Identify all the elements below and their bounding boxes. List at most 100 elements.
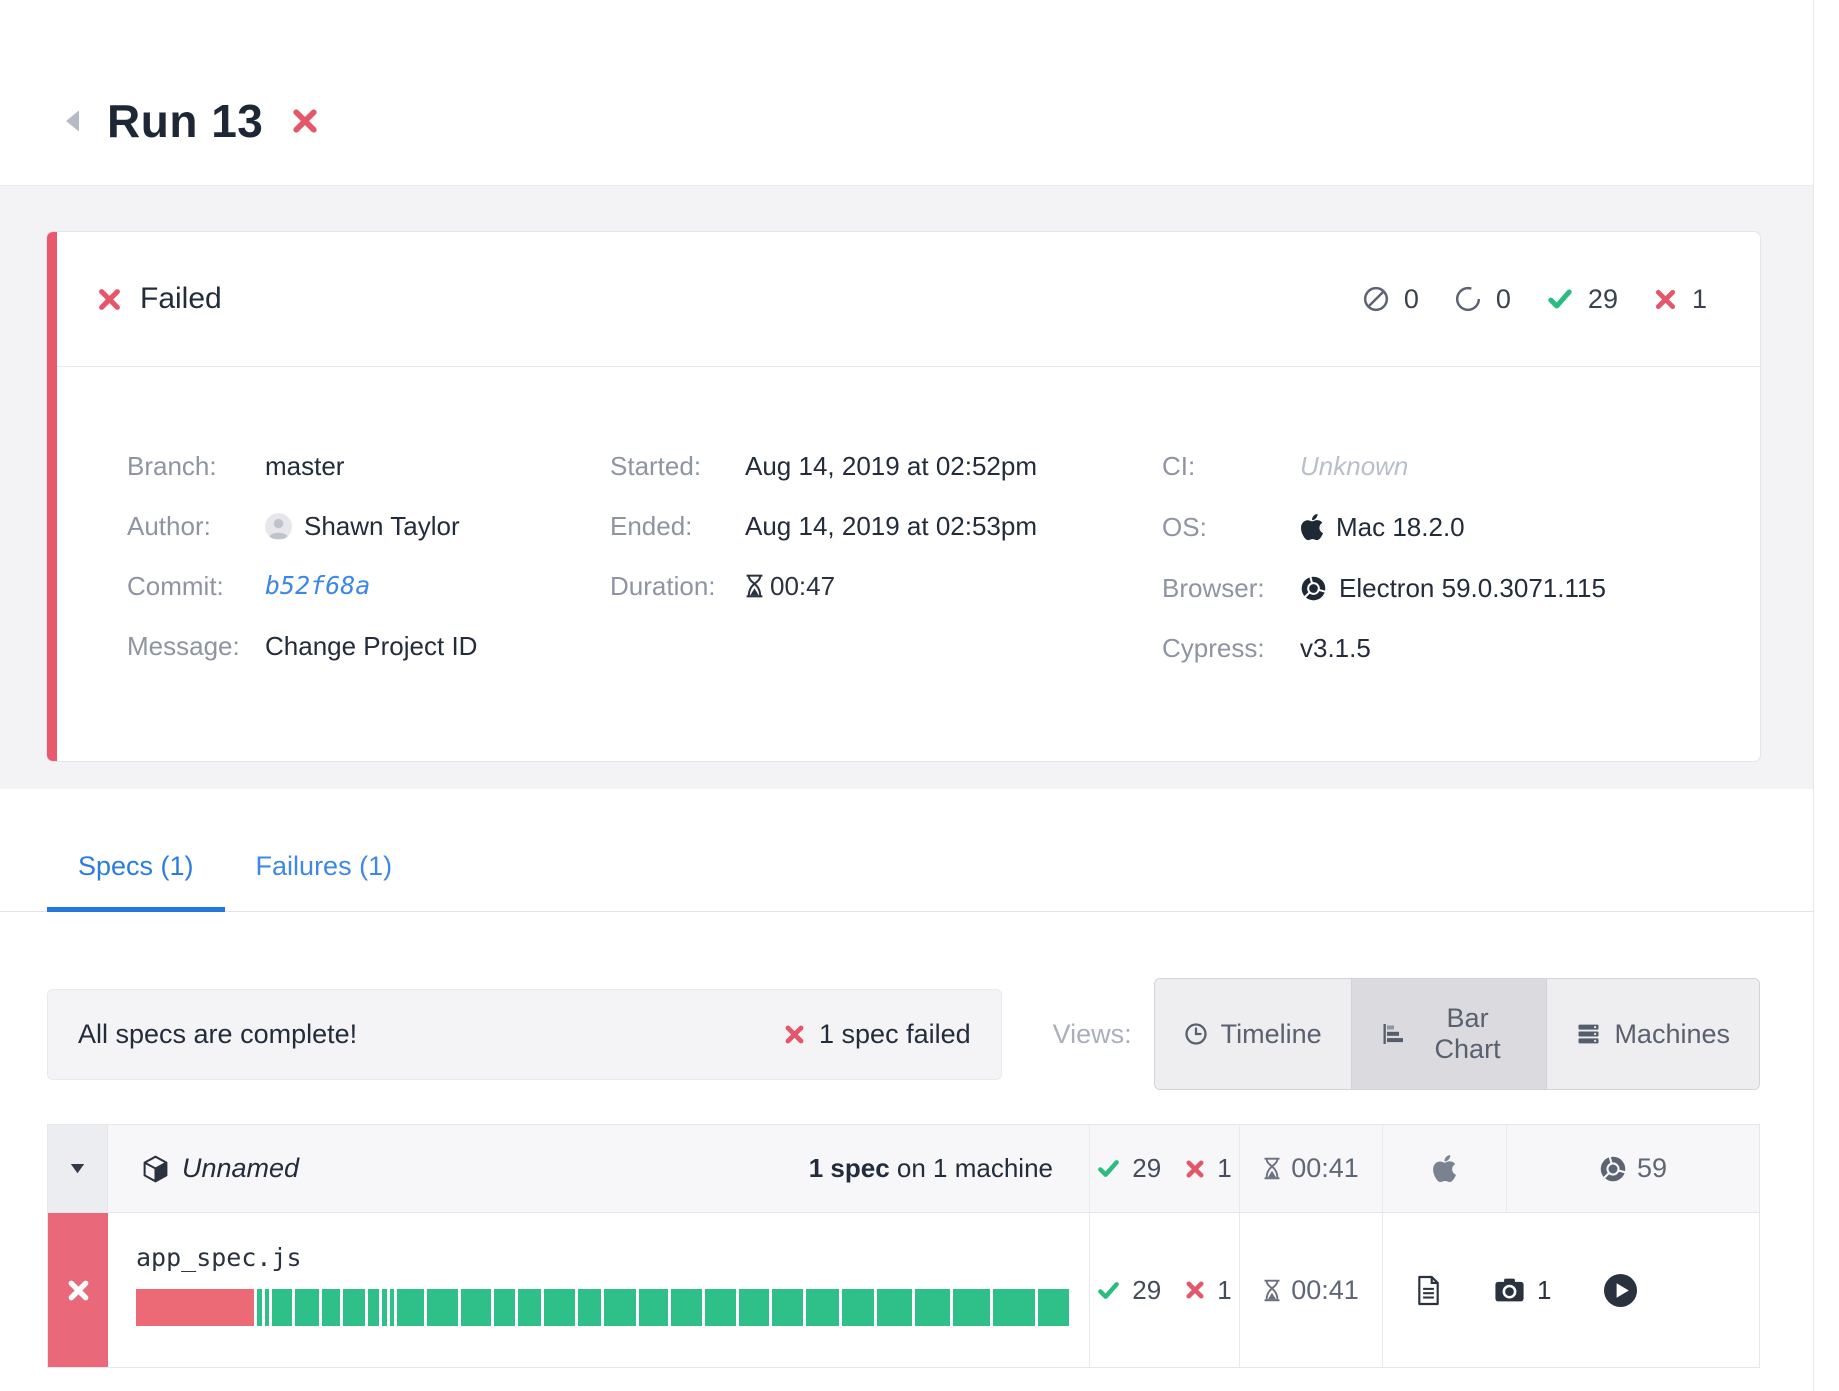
page-title: Run 13 <box>107 94 264 147</box>
progress-segment-passed <box>953 1289 991 1326</box>
progress-segment-passed <box>771 1289 803 1326</box>
machines-icon <box>1578 1024 1599 1044</box>
duration-field: Duration: 00:47 <box>610 571 836 601</box>
spec-passed: 29 <box>1097 1275 1161 1306</box>
commit-field: Commit: b52f68a <box>127 571 371 601</box>
stdout-button[interactable] <box>1415 1275 1442 1306</box>
progress-segment-passed <box>461 1289 491 1326</box>
author-avatar <box>265 512 292 540</box>
ci-field: CI: Unknown <box>1162 451 1409 481</box>
progress-segment-passed <box>842 1289 874 1326</box>
hourglass-icon <box>746 574 763 598</box>
scrollbar-gutter[interactable] <box>1813 0 1839 1391</box>
started-field: Started: Aug 14, 2019 at 02:52pm <box>610 451 1038 481</box>
progress-segment-failed <box>136 1289 254 1326</box>
check-icon <box>1098 1160 1120 1177</box>
failed-x-icon <box>99 288 120 310</box>
spec-file-name: app_spec.js <box>136 1243 302 1272</box>
run-summary-card: Failed 0 0 29 <box>47 232 1760 761</box>
screenshots-button[interactable]: 1 <box>1494 1275 1551 1306</box>
progress-segment-passed <box>381 1289 387 1326</box>
hourglass-icon <box>1264 1157 1280 1180</box>
complete-message: All specs are complete! <box>78 1018 358 1049</box>
progress-segment-passed <box>604 1289 636 1326</box>
group-passed: 29 <box>1097 1153 1161 1184</box>
back-button[interactable] <box>64 109 81 133</box>
group-failed: 1 <box>1185 1153 1232 1184</box>
chrome-icon <box>1301 575 1326 600</box>
clock-icon <box>1185 1023 1207 1045</box>
specs-toolbar: All specs are complete! 1 spec failed Vi… <box>47 978 1760 1090</box>
tab-failures[interactable]: Failures (1) <box>255 851 393 881</box>
spec-main: app_spec.js <box>108 1213 1089 1367</box>
play-icon <box>1604 1273 1638 1307</box>
group-name: Unnamed <box>182 1153 300 1183</box>
view-switcher: Timeline Bar Chart Machines <box>1153 978 1760 1090</box>
progress-segment-passed <box>493 1289 515 1326</box>
ended-field: Ended: Aug 14, 2019 at 02:53pm <box>610 511 1038 541</box>
progress-segment-passed <box>805 1289 840 1326</box>
spec-row: app_spec.js 29 1 00:41 <box>48 1213 1759 1367</box>
progress-segment-passed <box>638 1289 668 1326</box>
progress-segment-passed <box>389 1289 394 1326</box>
machines-view-button[interactable]: Machines <box>1546 979 1759 1089</box>
branch-field: Branch: master <box>127 451 345 481</box>
progress-segment-passed <box>670 1289 703 1326</box>
message-field: Message: Change Project ID <box>127 631 478 661</box>
tab-specs[interactable]: Specs (1) <box>47 851 225 912</box>
play-video-button[interactable] <box>1603 1273 1638 1308</box>
run-failed-icon <box>291 107 319 135</box>
spec-duration: 00:41 <box>1239 1213 1382 1367</box>
run-status-bar: Failed 0 0 29 <box>57 232 1760 367</box>
progress-segment-passed <box>578 1289 602 1326</box>
spec-failed-indicator <box>48 1213 108 1367</box>
stat-failed: 1 <box>1654 284 1707 315</box>
back-chevron-icon <box>66 110 79 131</box>
group-stats: 29 1 <box>1089 1125 1239 1212</box>
run-details: Branch: master Author: Shawn Taylor Comm… <box>57 367 1760 761</box>
screenshot-count: 1 <box>1537 1274 1552 1305</box>
group-duration: 00:41 <box>1239 1125 1382 1212</box>
x-icon <box>68 1280 88 1300</box>
stat-passed: 29 <box>1547 284 1618 315</box>
spec-table: Unnamed 1 spec on 1 machine 29 1 00:41 <box>47 1124 1760 1368</box>
run-status-label: Failed <box>140 282 222 315</box>
progress-segment-passed <box>544 1289 576 1326</box>
collapse-group-button[interactable] <box>48 1125 108 1212</box>
progress-segment-passed <box>322 1289 340 1326</box>
progress-segment-passed <box>295 1289 320 1326</box>
progress-segment-passed <box>342 1289 365 1326</box>
progress-segment-passed <box>272 1289 293 1326</box>
progress-segment-passed <box>993 1289 1035 1326</box>
apple-icon <box>1300 513 1324 541</box>
timeline-view-button[interactable]: Timeline <box>1154 979 1351 1089</box>
caret-down-icon <box>70 1164 85 1174</box>
page-header: Run 13 <box>0 0 1839 186</box>
spec-failed-note: 1 spec failed <box>784 1019 971 1050</box>
bar-chart-icon <box>1383 1024 1403 1044</box>
chrome-icon <box>1600 1155 1626 1181</box>
progress-segment-passed <box>1037 1289 1070 1326</box>
machine-group-row: Unnamed 1 spec on 1 machine 29 1 00:41 <box>48 1125 1759 1213</box>
progress-segment-passed <box>914 1289 951 1326</box>
x-icon <box>785 1025 804 1043</box>
cube-icon <box>143 1155 168 1182</box>
progress-segment-passed <box>876 1289 912 1326</box>
progress-segment-passed <box>739 1289 769 1326</box>
run-status: Failed <box>97 282 222 316</box>
commit-link[interactable]: b52f68a <box>265 571 371 600</box>
x-icon <box>1655 289 1676 309</box>
check-icon <box>1098 1281 1120 1299</box>
author-name: Shawn Taylor <box>304 511 460 541</box>
os-field: OS: Mac 18.2.0 <box>1162 512 1465 542</box>
cypress-version-field: Cypress: v3.1.5 <box>1162 633 1371 663</box>
bar-chart-view-button[interactable]: Bar Chart <box>1350 979 1547 1089</box>
apple-icon <box>1433 1154 1456 1183</box>
document-icon <box>1418 1275 1439 1305</box>
progress-segment-passed <box>517 1289 541 1326</box>
skipped-icon <box>1363 286 1388 312</box>
browser-field: Browser: Electron 59.0.3071.115 <box>1162 573 1606 603</box>
run-summary-section: Failed 0 0 29 <box>0 186 1839 789</box>
run-tabs: Specs (1) Failures (1) <box>0 851 1839 912</box>
pending-icon <box>1455 286 1480 312</box>
